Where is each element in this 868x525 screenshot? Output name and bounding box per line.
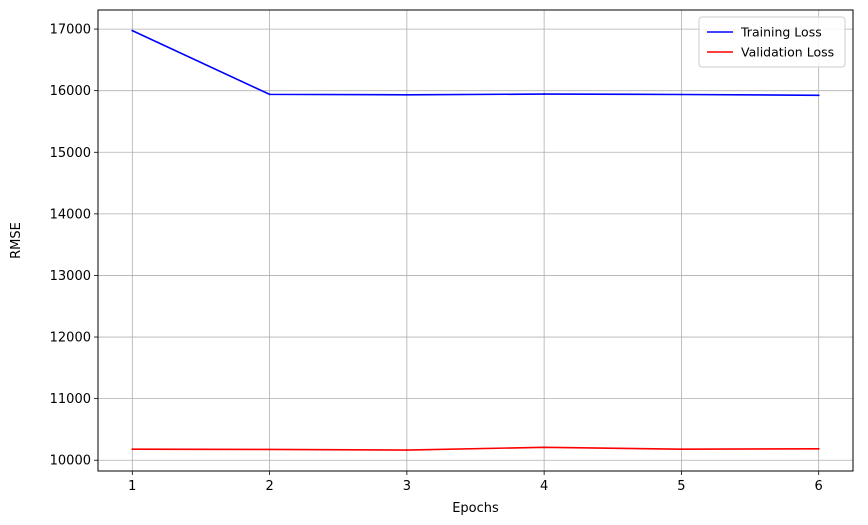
y-tick-label: 10000 [50, 454, 91, 469]
data-point-training-loss [543, 93, 546, 95]
data-point-validation-loss [680, 448, 683, 451]
x-tick-label: 5 [677, 479, 685, 494]
x-axis-ticks: 1 2 3 4 5 6 [128, 471, 823, 494]
legend-box [698, 16, 846, 68]
y-axis-label: RMSE [9, 222, 24, 259]
series-line-training-loss [131, 29, 820, 97]
data-point-validation-loss [817, 447, 820, 450]
x-axis-label: Epochs [452, 501, 499, 516]
y-tick-label: 13000 [50, 269, 91, 284]
data-point-validation-loss [405, 449, 408, 451]
y-tick-label: 12000 [50, 331, 91, 346]
y-tick-label: 16000 [50, 84, 91, 99]
y-axis-ticks: 10000 11000 12000 13000 14000 15000 16000 17000 [50, 23, 98, 469]
x-tick-label: 4 [540, 479, 548, 494]
data-point-training-loss [680, 93, 683, 96]
x-tick-label: 2 [265, 479, 273, 494]
data-point-training-loss [405, 93, 408, 96]
data-point-validation-loss [543, 446, 546, 449]
data-point-training-loss [817, 94, 820, 97]
x-tick-label: 6 [815, 479, 823, 494]
y-tick-label: 17000 [50, 23, 91, 38]
legend-label-validation-loss: Validation Loss [741, 45, 834, 60]
y-tick-label: 15000 [50, 146, 91, 161]
series-lines [131, 29, 820, 451]
data-point-validation-loss [131, 448, 134, 451]
plot-frame [97, 9, 854, 472]
x-tick-label: 3 [403, 479, 411, 494]
data-point-training-loss [131, 29, 134, 32]
y-tick-label: 14000 [50, 207, 91, 222]
x-tick-label: 1 [128, 479, 136, 494]
legend: Training Loss Validation Loss [698, 16, 846, 68]
series-line-validation-loss [131, 446, 820, 451]
data-point-validation-loss [268, 448, 271, 451]
data-point-training-loss [268, 93, 271, 96]
y-tick-label: 11000 [50, 392, 91, 407]
legend-label-training-loss: Training Loss [740, 25, 822, 40]
